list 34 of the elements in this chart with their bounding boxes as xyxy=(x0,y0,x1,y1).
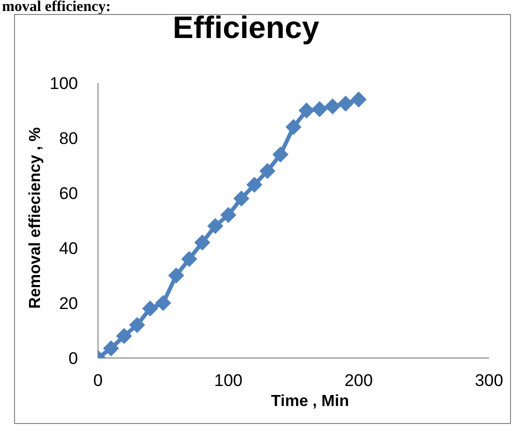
point xyxy=(350,92,367,108)
point xyxy=(129,317,146,333)
point xyxy=(220,207,236,223)
point xyxy=(259,163,276,179)
chart-title: Efficiency xyxy=(172,10,320,45)
y-tick-label: 80 xyxy=(59,129,78,148)
point xyxy=(298,102,315,118)
point xyxy=(286,119,302,135)
point xyxy=(168,268,184,284)
x-axis-title: Time , Min xyxy=(270,393,350,411)
y-tick-label: 0 xyxy=(68,349,78,368)
point xyxy=(324,98,341,114)
point xyxy=(246,176,262,193)
x-tick-label: 300 xyxy=(474,371,504,390)
point xyxy=(233,190,250,206)
text: moval efficiency: xyxy=(2,0,111,15)
point xyxy=(272,146,288,162)
point xyxy=(312,101,328,118)
point xyxy=(142,300,158,316)
x-tick-label: 100 xyxy=(214,371,243,390)
point xyxy=(181,251,198,267)
y-tick-label: 40 xyxy=(59,239,78,258)
y-tick-label: 100 xyxy=(50,74,78,94)
point xyxy=(103,340,120,356)
point xyxy=(338,96,354,112)
point xyxy=(194,234,210,250)
point xyxy=(155,295,172,311)
x-tick-label: 0 xyxy=(93,371,103,390)
point xyxy=(116,328,132,344)
point xyxy=(207,218,224,234)
x-tick-label: 200 xyxy=(344,371,373,390)
y-axis-title: Removal effieciency , % xyxy=(27,127,45,309)
y-tick-label: 60 xyxy=(59,184,78,204)
y-tick-label: 20 xyxy=(59,294,78,314)
